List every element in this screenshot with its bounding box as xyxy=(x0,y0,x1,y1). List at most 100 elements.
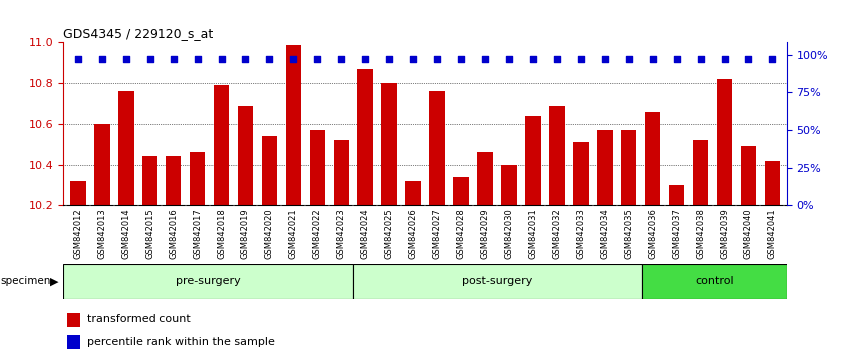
Point xyxy=(503,56,516,62)
Text: GSM842026: GSM842026 xyxy=(409,208,418,259)
Text: GSM842033: GSM842033 xyxy=(576,208,585,259)
Point xyxy=(645,56,659,62)
Bar xyxy=(741,146,756,205)
Bar xyxy=(669,185,684,205)
Text: GDS4345 / 229120_s_at: GDS4345 / 229120_s_at xyxy=(63,27,213,40)
Text: transformed count: transformed count xyxy=(86,314,190,324)
Bar xyxy=(573,142,589,205)
Bar xyxy=(63,264,353,299)
Bar xyxy=(642,264,787,299)
Point xyxy=(574,56,588,62)
Point xyxy=(143,56,157,62)
Bar xyxy=(67,335,80,349)
Point xyxy=(359,56,372,62)
Text: GSM842031: GSM842031 xyxy=(529,208,537,259)
Text: percentile rank within the sample: percentile rank within the sample xyxy=(86,337,274,347)
Point xyxy=(454,56,468,62)
Bar xyxy=(597,130,613,205)
Point xyxy=(742,56,755,62)
Text: GSM842012: GSM842012 xyxy=(74,208,82,259)
Point xyxy=(95,56,108,62)
Bar xyxy=(190,152,206,205)
Bar xyxy=(405,181,421,205)
Text: GSM842027: GSM842027 xyxy=(432,208,442,259)
Point xyxy=(71,56,85,62)
Point xyxy=(310,56,324,62)
Bar xyxy=(118,91,134,205)
Point xyxy=(215,56,228,62)
Bar xyxy=(286,45,301,205)
Bar xyxy=(94,124,109,205)
Text: GSM842036: GSM842036 xyxy=(648,208,657,259)
Point xyxy=(119,56,133,62)
Bar xyxy=(693,140,708,205)
Text: GSM842035: GSM842035 xyxy=(624,208,633,259)
Text: pre-surgery: pre-surgery xyxy=(176,276,240,286)
Bar xyxy=(67,313,80,327)
Bar xyxy=(525,116,541,205)
Bar xyxy=(261,136,277,205)
Bar xyxy=(765,160,780,205)
Text: GSM842025: GSM842025 xyxy=(385,208,393,259)
Point xyxy=(167,56,180,62)
Point xyxy=(382,56,396,62)
Text: GSM842040: GSM842040 xyxy=(744,208,753,259)
Bar xyxy=(166,156,181,205)
Point xyxy=(622,56,635,62)
Bar xyxy=(382,83,397,205)
Point xyxy=(717,56,731,62)
Text: control: control xyxy=(695,276,733,286)
Bar xyxy=(549,105,564,205)
Text: GSM842041: GSM842041 xyxy=(768,208,777,259)
Bar xyxy=(621,130,636,205)
Text: GSM842032: GSM842032 xyxy=(552,208,562,259)
Point xyxy=(526,56,540,62)
Text: GSM842029: GSM842029 xyxy=(481,208,490,259)
Point xyxy=(287,56,300,62)
Bar xyxy=(501,165,517,205)
Point xyxy=(431,56,444,62)
Bar xyxy=(717,79,733,205)
Point xyxy=(406,56,420,62)
Bar xyxy=(645,112,661,205)
Point xyxy=(334,56,348,62)
Text: GSM842028: GSM842028 xyxy=(457,208,465,259)
Point xyxy=(550,56,563,62)
Text: GSM842039: GSM842039 xyxy=(720,208,729,259)
Bar xyxy=(429,91,445,205)
Bar xyxy=(142,156,157,205)
Bar xyxy=(310,130,325,205)
Bar xyxy=(333,140,349,205)
Bar xyxy=(358,69,373,205)
Bar xyxy=(238,105,253,205)
Text: ▶: ▶ xyxy=(50,276,58,286)
Point xyxy=(694,56,707,62)
Text: GSM842023: GSM842023 xyxy=(337,208,346,259)
Text: GSM842022: GSM842022 xyxy=(313,208,321,259)
Text: GSM842016: GSM842016 xyxy=(169,208,179,259)
Text: GSM842014: GSM842014 xyxy=(121,208,130,259)
Point xyxy=(766,56,779,62)
Point xyxy=(191,56,205,62)
Point xyxy=(598,56,612,62)
Bar xyxy=(477,152,492,205)
Text: GSM842024: GSM842024 xyxy=(360,208,370,259)
Text: GSM842034: GSM842034 xyxy=(601,208,609,259)
Text: GSM842020: GSM842020 xyxy=(265,208,274,259)
Text: GSM842013: GSM842013 xyxy=(97,208,107,259)
Bar xyxy=(353,264,642,299)
Point xyxy=(239,56,252,62)
Text: GSM842021: GSM842021 xyxy=(288,208,298,259)
Bar xyxy=(70,181,85,205)
Text: specimen: specimen xyxy=(1,276,52,286)
Text: GSM842018: GSM842018 xyxy=(217,208,226,259)
Text: GSM842038: GSM842038 xyxy=(696,208,705,259)
Text: GSM842017: GSM842017 xyxy=(193,208,202,259)
Point xyxy=(262,56,276,62)
Bar xyxy=(453,177,469,205)
Bar xyxy=(214,85,229,205)
Text: GSM842015: GSM842015 xyxy=(146,208,154,259)
Text: GSM842037: GSM842037 xyxy=(672,208,681,259)
Point xyxy=(478,56,492,62)
Text: post-surgery: post-surgery xyxy=(462,276,533,286)
